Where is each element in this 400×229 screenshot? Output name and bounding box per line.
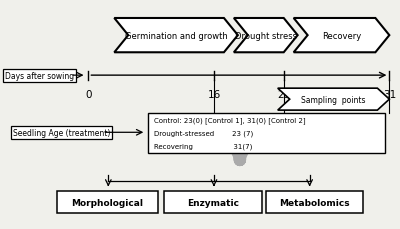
Polygon shape	[294, 19, 389, 53]
Text: Germination and growth: Germination and growth	[125, 32, 228, 41]
FancyBboxPatch shape	[266, 191, 364, 213]
Text: 16: 16	[207, 90, 220, 99]
Text: 0: 0	[85, 90, 92, 99]
Text: Days after sowing: Days after sowing	[5, 71, 74, 80]
Polygon shape	[234, 19, 298, 53]
Text: Recovery: Recovery	[322, 32, 361, 41]
FancyBboxPatch shape	[164, 191, 262, 213]
Text: Recovering                  31(7): Recovering 31(7)	[154, 143, 252, 149]
Text: Enzymatic: Enzymatic	[187, 198, 239, 207]
FancyBboxPatch shape	[148, 113, 385, 153]
Text: 31: 31	[383, 90, 396, 99]
Text: Metabolomics: Metabolomics	[279, 198, 350, 207]
Text: 23: 23	[277, 90, 290, 99]
Text: Drought-stressed        23 (7): Drought-stressed 23 (7)	[154, 130, 254, 136]
Polygon shape	[114, 19, 238, 53]
Text: Morphological: Morphological	[71, 198, 143, 207]
Text: Seedling Age (treatment): Seedling Age (treatment)	[13, 128, 110, 137]
FancyBboxPatch shape	[56, 191, 158, 213]
Text: Sampling  points: Sampling points	[301, 95, 366, 104]
Text: Control: 23(0) [Control 1], 31(0) [Control 2]: Control: 23(0) [Control 1], 31(0) [Contr…	[154, 117, 306, 124]
Polygon shape	[278, 89, 389, 111]
Text: Drought stress: Drought stress	[235, 32, 297, 41]
